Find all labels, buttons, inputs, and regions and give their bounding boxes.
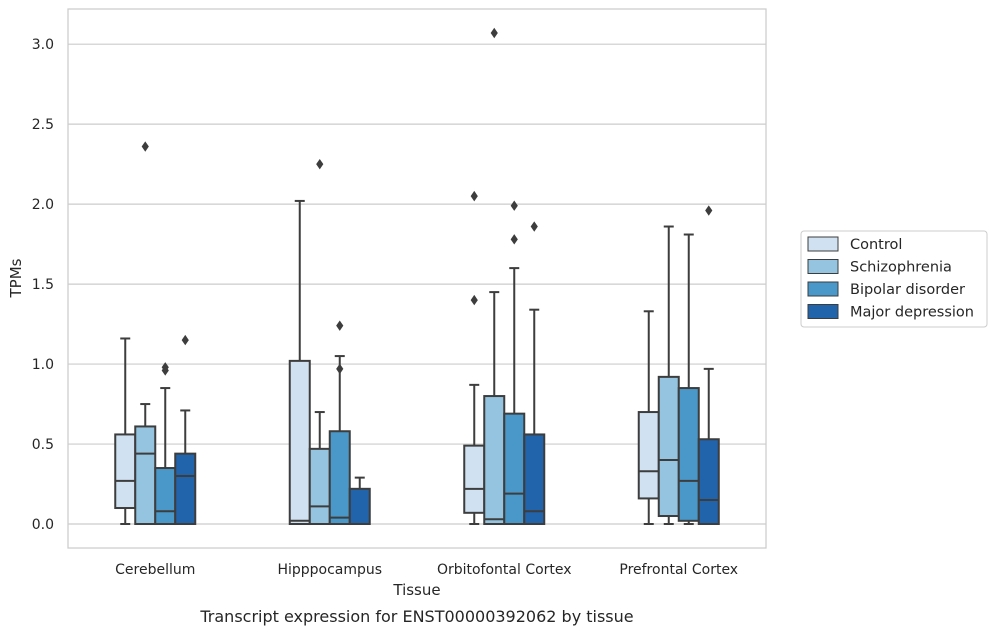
box bbox=[483, 395, 506, 526]
outlier-point bbox=[705, 205, 713, 216]
y-tick-label: 0.5 bbox=[32, 437, 54, 453]
box bbox=[154, 467, 177, 526]
y-axis-title: TPMs bbox=[7, 258, 25, 298]
box-layer bbox=[114, 27, 720, 526]
y-tick-label: 3.0 bbox=[32, 37, 54, 53]
y-tick-labels: 0.0 0.5 1.0 1.5 2.0 2.5 3.0 bbox=[32, 37, 54, 533]
box bbox=[348, 487, 371, 526]
box-group bbox=[288, 199, 311, 526]
box bbox=[463, 444, 486, 514]
box-group bbox=[657, 225, 680, 526]
outlier-point bbox=[181, 334, 189, 346]
legend-swatch bbox=[807, 236, 839, 252]
x-tick-label: Orbitofontal Cortex bbox=[437, 562, 572, 578]
legend-frame bbox=[800, 230, 988, 328]
x-axis-title: Tissue bbox=[392, 581, 440, 599]
box-group bbox=[503, 200, 526, 526]
legend-swatch bbox=[807, 304, 839, 319]
outlier-point bbox=[490, 27, 498, 39]
box-group bbox=[328, 320, 351, 526]
box-group bbox=[697, 205, 720, 526]
box bbox=[114, 433, 137, 510]
box-group bbox=[677, 233, 700, 526]
x-tick-label: Cerebellum bbox=[115, 562, 195, 578]
outlier-point bbox=[316, 158, 324, 170]
box-group bbox=[637, 310, 660, 526]
legend-swatch bbox=[807, 281, 839, 297]
box bbox=[174, 452, 197, 526]
x-tick-label: Hipppocampus bbox=[277, 562, 382, 578]
legend-label: Schizophrenia bbox=[850, 260, 952, 276]
outlier-point bbox=[510, 200, 518, 211]
outlier-point bbox=[336, 320, 344, 331]
outlier-point bbox=[470, 294, 478, 306]
box-group bbox=[308, 158, 331, 526]
legend-label: Bipolar disorder bbox=[850, 282, 965, 298]
box bbox=[657, 375, 680, 518]
legend: Control Schizophrenia Bipolar disorder Majo… bbox=[800, 230, 988, 328]
outlier-point bbox=[141, 141, 149, 152]
box bbox=[697, 438, 720, 526]
plot-frame bbox=[67, 8, 767, 549]
chart-caption: Transcript expression for ENST0000039206… bbox=[199, 607, 633, 626]
legend-items: Control Schizophrenia Bipolar disorder Majo… bbox=[807, 236, 974, 321]
outlier-point bbox=[530, 221, 538, 232]
x-tick-labels: Cerebellum Hipppocampus Orbitofontal Corte… bbox=[115, 562, 738, 578]
box bbox=[328, 430, 351, 526]
box-group bbox=[523, 221, 546, 526]
y-tick-label: 1.0 bbox=[32, 357, 54, 373]
box-group bbox=[174, 334, 197, 526]
box bbox=[308, 447, 331, 526]
box-group bbox=[154, 362, 177, 526]
box bbox=[503, 412, 526, 526]
legend-swatch bbox=[807, 259, 839, 274]
box-group bbox=[348, 476, 371, 526]
outlier-point bbox=[336, 363, 344, 375]
outlier-point bbox=[510, 234, 518, 245]
box bbox=[288, 359, 311, 526]
outlier-point bbox=[161, 362, 169, 373]
y-tick-label: 2.5 bbox=[32, 117, 54, 133]
box-group bbox=[483, 27, 506, 526]
box-group bbox=[114, 337, 137, 526]
box bbox=[637, 411, 660, 500]
box bbox=[677, 387, 700, 522]
outlier-point bbox=[470, 190, 478, 202]
legend-label: Major depression bbox=[850, 305, 974, 321]
box-group bbox=[463, 190, 486, 526]
y-tick-label: 2.0 bbox=[32, 197, 54, 213]
y-tick-label: 1.5 bbox=[32, 277, 54, 293]
legend-label: Control bbox=[850, 237, 902, 253]
box bbox=[134, 425, 157, 526]
box-group bbox=[134, 141, 157, 526]
y-tick-label: 0.0 bbox=[32, 517, 54, 533]
x-tick-label: Prefrontal Cortex bbox=[619, 562, 738, 578]
box bbox=[523, 433, 546, 526]
